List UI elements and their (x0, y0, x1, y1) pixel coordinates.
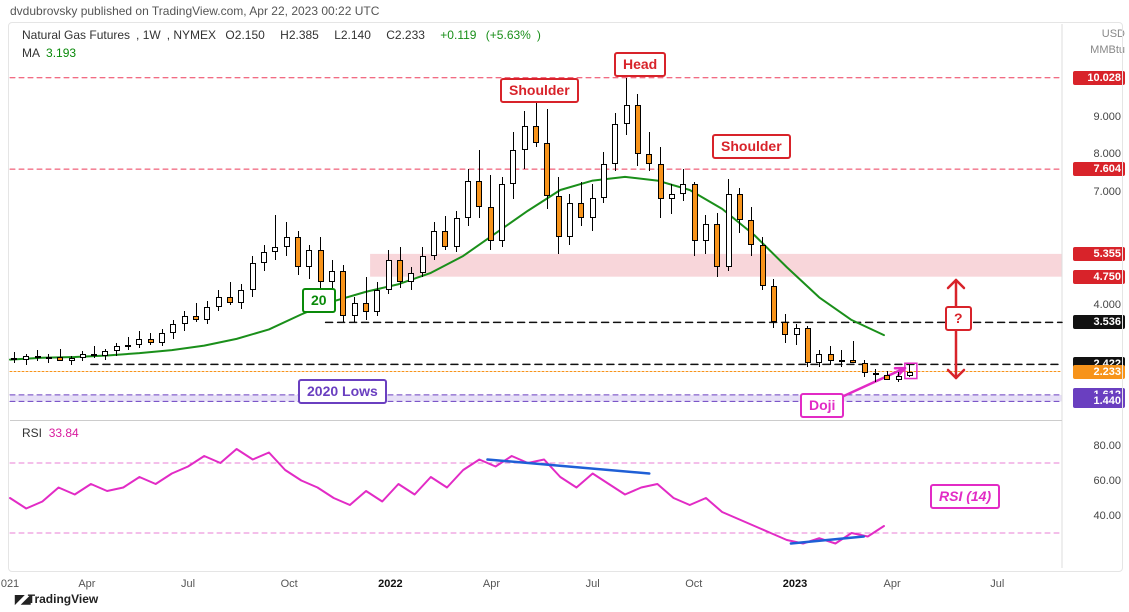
time-tick: Jul (181, 578, 195, 590)
time-tick: 2022 (378, 578, 402, 590)
time-axis[interactable]: 021 Apr Jul Oct 2022 Apr Jul Oct 2023 Apr Jul (0, 578, 1060, 596)
time-tick: Apr (883, 578, 900, 590)
tradingview-logo[interactable]: TradingView (15, 592, 98, 606)
time-tick: 2023 (783, 578, 807, 590)
time-tick: Oct (281, 578, 298, 590)
time-tick: Jul (586, 578, 600, 590)
chart-root: { "header":{"author":"dvdubrovsky","site… (0, 0, 1129, 612)
time-tick: 021 (1, 578, 19, 590)
chart-border (8, 22, 1123, 572)
time-tick: Apr (483, 578, 500, 590)
time-tick: Apr (78, 578, 95, 590)
time-tick: Oct (685, 578, 702, 590)
time-tick: Jul (990, 578, 1004, 590)
